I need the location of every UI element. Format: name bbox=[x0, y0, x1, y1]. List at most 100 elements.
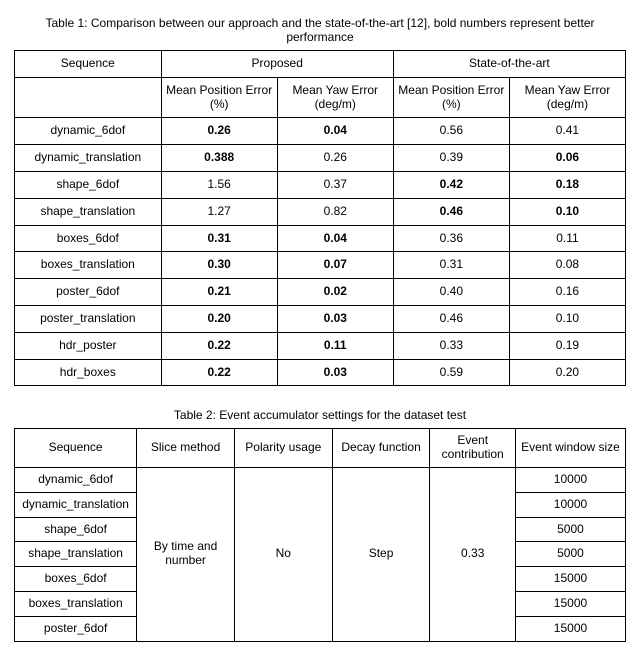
sota-pos-cell: 0.31 bbox=[393, 252, 509, 279]
window-cell: 10000 bbox=[515, 492, 625, 517]
merged-polarity-cell: No bbox=[234, 467, 332, 641]
sota-yaw-cell: 0.06 bbox=[509, 145, 625, 172]
table-row: dynamic_6dofBy time and numberNoStep0.33… bbox=[15, 467, 626, 492]
proposed-pos-cell: 0.388 bbox=[161, 145, 277, 172]
window-cell: 5000 bbox=[515, 517, 625, 542]
merged-decay-cell: Step bbox=[332, 467, 430, 641]
sequence-cell: shape_translation bbox=[15, 542, 137, 567]
table1-header-mye-prop: Mean Yaw Error (deg/m) bbox=[277, 77, 393, 118]
table-row: hdr_poster0.220.110.330.19 bbox=[15, 332, 626, 359]
proposed-pos-cell: 1.27 bbox=[161, 198, 277, 225]
table2-caption: Table 2: Event accumulator settings for … bbox=[14, 408, 626, 422]
sota-pos-cell: 0.40 bbox=[393, 279, 509, 306]
table-row: poster_translation0.200.030.460.10 bbox=[15, 305, 626, 332]
table1-header-mpe-prop: Mean Position Error (%) bbox=[161, 77, 277, 118]
table1-header-blank bbox=[15, 77, 162, 118]
sota-yaw-cell: 0.41 bbox=[509, 118, 625, 145]
table-row: boxes_translation0.300.070.310.08 bbox=[15, 252, 626, 279]
window-cell: 5000 bbox=[515, 542, 625, 567]
table2-header-slice: Slice method bbox=[137, 429, 235, 468]
sota-yaw-cell: 0.19 bbox=[509, 332, 625, 359]
table1: Sequence Proposed State-of-the-art Mean … bbox=[14, 50, 626, 386]
sota-pos-cell: 0.46 bbox=[393, 305, 509, 332]
sota-pos-cell: 0.56 bbox=[393, 118, 509, 145]
table1-header-proposed: Proposed bbox=[161, 51, 393, 78]
proposed-yaw-cell: 0.11 bbox=[277, 332, 393, 359]
table-row: boxes_6dof0.310.040.360.11 bbox=[15, 225, 626, 252]
table2-header-polarity: Polarity usage bbox=[234, 429, 332, 468]
proposed-pos-cell: 0.31 bbox=[161, 225, 277, 252]
table2-header-window: Event window size bbox=[515, 429, 625, 468]
table2-header-row: Sequence Slice method Polarity usage Dec… bbox=[15, 429, 626, 468]
sequence-cell: boxes_translation bbox=[15, 591, 137, 616]
proposed-yaw-cell: 0.04 bbox=[277, 118, 393, 145]
sequence-cell: hdr_boxes bbox=[15, 359, 162, 386]
sota-pos-cell: 0.33 bbox=[393, 332, 509, 359]
sequence-cell: boxes_6dof bbox=[15, 567, 137, 592]
sota-yaw-cell: 0.10 bbox=[509, 198, 625, 225]
sota-pos-cell: 0.59 bbox=[393, 359, 509, 386]
proposed-yaw-cell: 0.26 bbox=[277, 145, 393, 172]
table-row: shape_translation1.270.820.460.10 bbox=[15, 198, 626, 225]
proposed-yaw-cell: 0.03 bbox=[277, 305, 393, 332]
proposed-yaw-cell: 0.82 bbox=[277, 198, 393, 225]
table1-header-mpe-sota: Mean Position Error (%) bbox=[393, 77, 509, 118]
merged-contrib-cell: 0.33 bbox=[430, 467, 516, 641]
sequence-cell: shape_6dof bbox=[15, 517, 137, 542]
window-cell: 15000 bbox=[515, 567, 625, 592]
sota-pos-cell: 0.42 bbox=[393, 171, 509, 198]
table-row: shape_6dof1.560.370.420.18 bbox=[15, 171, 626, 198]
table-row: dynamic_6dof0.260.040.560.41 bbox=[15, 118, 626, 145]
sota-yaw-cell: 0.10 bbox=[509, 305, 625, 332]
table2-header-decay: Decay function bbox=[332, 429, 430, 468]
proposed-pos-cell: 0.21 bbox=[161, 279, 277, 306]
sequence-cell: poster_6dof bbox=[15, 616, 137, 641]
table1-header-sota: State-of-the-art bbox=[393, 51, 625, 78]
sequence-cell: dynamic_6dof bbox=[15, 467, 137, 492]
table1-caption: Table 1: Comparison between our approach… bbox=[14, 16, 626, 44]
proposed-pos-cell: 0.22 bbox=[161, 332, 277, 359]
window-cell: 15000 bbox=[515, 591, 625, 616]
proposed-yaw-cell: 0.04 bbox=[277, 225, 393, 252]
sota-yaw-cell: 0.18 bbox=[509, 171, 625, 198]
table1-header-sequence: Sequence bbox=[15, 51, 162, 78]
proposed-pos-cell: 0.30 bbox=[161, 252, 277, 279]
table2-header-contrib: Event contribution bbox=[430, 429, 516, 468]
sota-pos-cell: 0.36 bbox=[393, 225, 509, 252]
table-row: poster_6dof0.210.020.400.16 bbox=[15, 279, 626, 306]
proposed-yaw-cell: 0.07 bbox=[277, 252, 393, 279]
proposed-pos-cell: 0.22 bbox=[161, 359, 277, 386]
sequence-cell: dynamic_6dof bbox=[15, 118, 162, 145]
table-row: dynamic_translation0.3880.260.390.06 bbox=[15, 145, 626, 172]
sota-yaw-cell: 0.16 bbox=[509, 279, 625, 306]
sequence-cell: boxes_6dof bbox=[15, 225, 162, 252]
proposed-yaw-cell: 0.02 bbox=[277, 279, 393, 306]
window-cell: 15000 bbox=[515, 616, 625, 641]
proposed-yaw-cell: 0.37 bbox=[277, 171, 393, 198]
merged-slice-cell: By time and number bbox=[137, 467, 235, 641]
sequence-cell: dynamic_translation bbox=[15, 492, 137, 517]
sequence-cell: shape_6dof bbox=[15, 171, 162, 198]
sequence-cell: hdr_poster bbox=[15, 332, 162, 359]
table2-header-sequence: Sequence bbox=[15, 429, 137, 468]
sequence-cell: poster_6dof bbox=[15, 279, 162, 306]
sequence-cell: dynamic_translation bbox=[15, 145, 162, 172]
proposed-pos-cell: 1.56 bbox=[161, 171, 277, 198]
proposed-pos-cell: 0.26 bbox=[161, 118, 277, 145]
sequence-cell: poster_translation bbox=[15, 305, 162, 332]
sota-pos-cell: 0.39 bbox=[393, 145, 509, 172]
table1-header-row2: Mean Position Error (%) Mean Yaw Error (… bbox=[15, 77, 626, 118]
sota-pos-cell: 0.46 bbox=[393, 198, 509, 225]
table2: Sequence Slice method Polarity usage Dec… bbox=[14, 428, 626, 641]
sequence-cell: boxes_translation bbox=[15, 252, 162, 279]
sota-yaw-cell: 0.08 bbox=[509, 252, 625, 279]
table-row: hdr_boxes0.220.030.590.20 bbox=[15, 359, 626, 386]
sota-yaw-cell: 0.20 bbox=[509, 359, 625, 386]
proposed-pos-cell: 0.20 bbox=[161, 305, 277, 332]
window-cell: 10000 bbox=[515, 467, 625, 492]
table1-header-row1: Sequence Proposed State-of-the-art bbox=[15, 51, 626, 78]
sequence-cell: shape_translation bbox=[15, 198, 162, 225]
proposed-yaw-cell: 0.03 bbox=[277, 359, 393, 386]
sota-yaw-cell: 0.11 bbox=[509, 225, 625, 252]
table1-header-mye-sota: Mean Yaw Error (deg/m) bbox=[509, 77, 625, 118]
